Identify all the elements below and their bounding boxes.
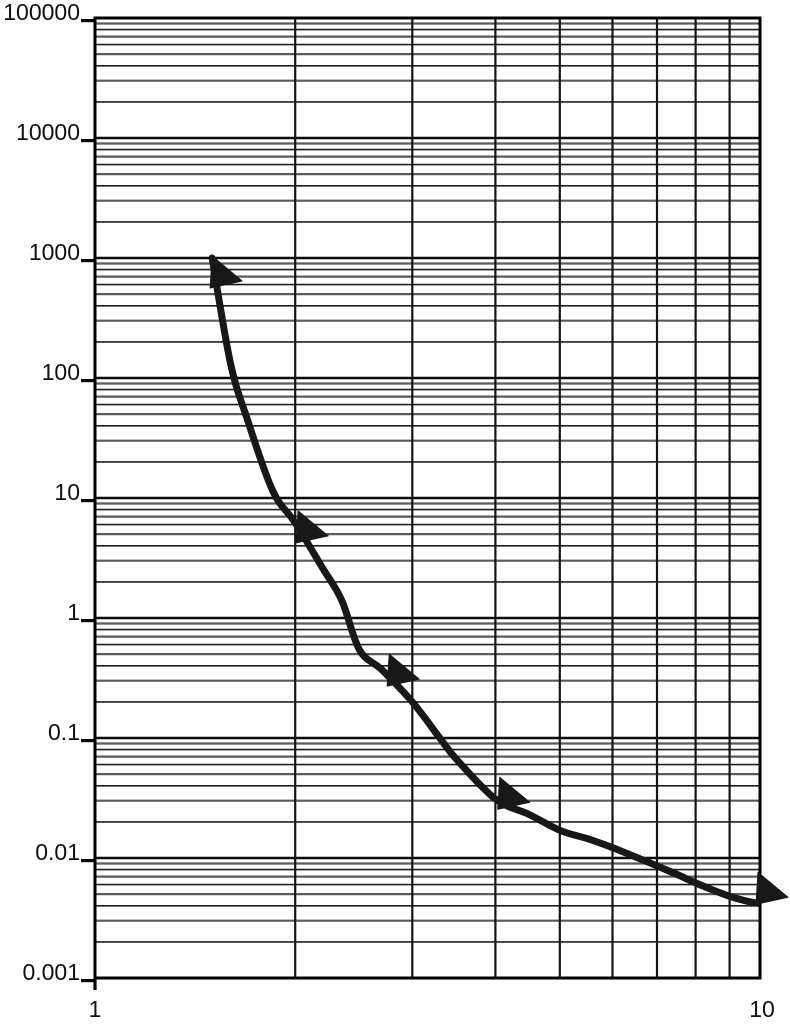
y-axis-tick bbox=[81, 379, 96, 383]
y-axis-tick bbox=[81, 619, 96, 623]
y-axis-tick bbox=[81, 979, 96, 983]
curve-arrowhead-marker bbox=[209, 255, 243, 289]
y-axis-tick-label: 0.001 bbox=[22, 959, 80, 985]
y-axis-tick-label: 100000 bbox=[3, 0, 80, 25]
y-axis-tick-label: 0.01 bbox=[35, 839, 80, 865]
curve-arrowhead-marker bbox=[497, 776, 531, 810]
curve-arrowhead-marker bbox=[386, 653, 420, 687]
y-axis-tick bbox=[81, 859, 96, 863]
y-axis-tick bbox=[81, 739, 96, 743]
y-axis-tick-label: 1000 bbox=[29, 239, 80, 265]
x-axis-tick-label: 10 bbox=[749, 996, 775, 1022]
x-axis-tick bbox=[93, 978, 97, 990]
plot-border bbox=[93, 16, 762, 980]
x-axis-tick-label: 1 bbox=[89, 996, 102, 1022]
y-axis-tick bbox=[81, 259, 96, 263]
y-axis-tick bbox=[81, 139, 96, 143]
y-axis-tick-label: 10000 bbox=[16, 119, 80, 145]
y-axis-tick bbox=[81, 19, 96, 23]
y-axis-tick-label: 0.1 bbox=[48, 719, 80, 745]
y-axis-tick-label: 10 bbox=[54, 479, 80, 505]
y-axis-tick bbox=[81, 499, 96, 503]
curve-arrowhead-marker bbox=[755, 871, 789, 905]
curve-arrowhead-marker bbox=[295, 510, 329, 544]
y-axis-tick-label: 1 bbox=[67, 599, 80, 625]
data-curve bbox=[208, 254, 761, 907]
y-axis-tick-label: 100 bbox=[42, 359, 80, 385]
